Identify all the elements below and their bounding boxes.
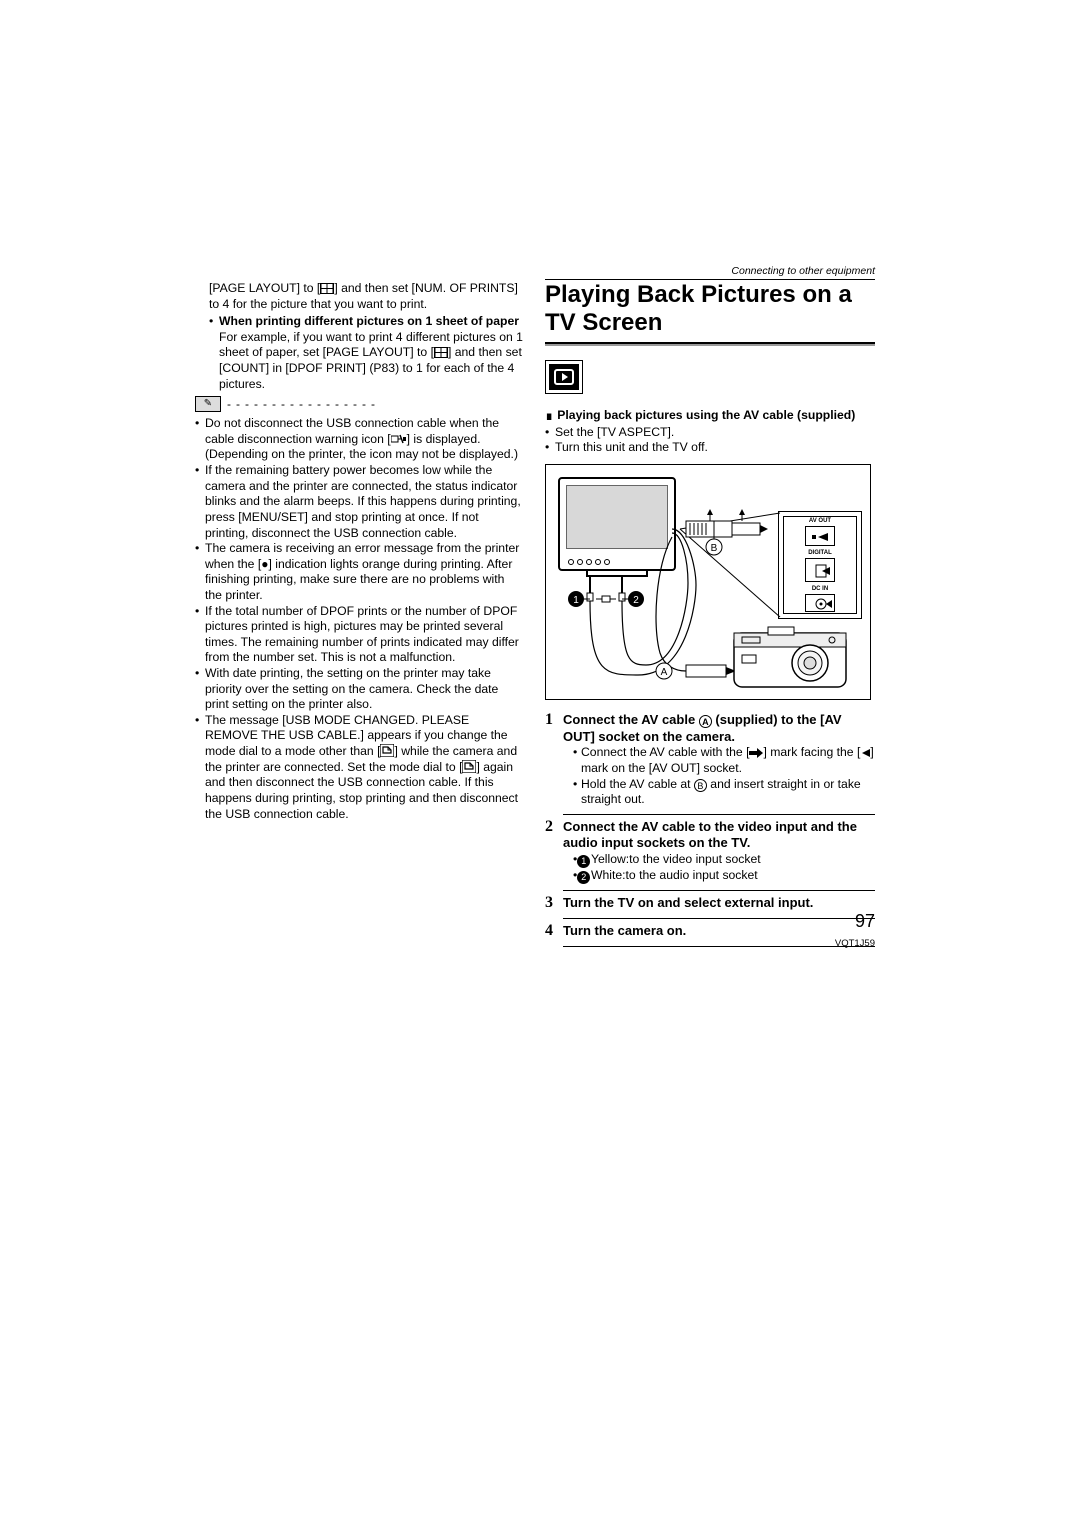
note-item: • If the total number of DPOF prints or … xyxy=(195,604,523,666)
marker-2-icon: 2 xyxy=(577,871,590,884)
camera-ports-panel: AV OUT DIGITAL DC IN xyxy=(778,511,862,619)
step-2: 2 Connect the AV cable to the video inpu… xyxy=(545,819,875,884)
document-id: VQT1J59 xyxy=(835,938,875,950)
bullet-dot-icon: • xyxy=(573,745,581,776)
text: Turn this unit and the TV off. xyxy=(555,440,875,456)
section-header: Connecting to other equipment xyxy=(545,265,875,280)
text: Hold the AV cable at xyxy=(581,777,694,791)
step-number: 3 xyxy=(545,895,563,912)
step-separator xyxy=(563,890,875,891)
marker-a-icon: A xyxy=(699,715,712,728)
camera-illustration xyxy=(732,625,850,691)
step-heading: Connect the AV cable xyxy=(563,712,699,727)
connection-diagram: A B 1 2 AV OUT xyxy=(545,464,871,700)
manual-page: Connecting to other equipment [PAGE LAYO… xyxy=(195,265,885,1265)
grid-4-icon xyxy=(320,283,334,294)
text: Yellow:to the video input socket xyxy=(591,852,875,868)
arrow-right-icon xyxy=(749,748,763,758)
step-3: 3 Turn the TV on and select external inp… xyxy=(545,895,875,912)
text: If the total number of DPOF prints or th… xyxy=(205,604,523,666)
step-4: 4 Turn the camera on. xyxy=(545,923,875,940)
bullet-dot-icon: • xyxy=(195,463,205,541)
playback-icon xyxy=(554,369,574,385)
subsection-heading: Playing back pictures using the AV cable… xyxy=(557,408,855,425)
arrow-left-icon xyxy=(860,748,870,758)
step-heading: Turn the camera on. xyxy=(563,923,686,938)
port-label: AV OUT xyxy=(779,518,861,524)
page-number: 97 xyxy=(855,910,875,933)
bullet-dot-icon: • xyxy=(545,425,555,441)
sub-bullet: • Hold the AV cable at B and insert stra… xyxy=(563,777,875,808)
step-separator xyxy=(563,946,875,947)
cable-warning-icon xyxy=(391,433,407,445)
sub-bullet: •1 Yellow:to the video input socket xyxy=(563,852,875,868)
sub-bullet: •2 White:to the audio input socket xyxy=(563,868,875,884)
svg-text:1: 1 xyxy=(573,595,579,606)
page-title: Playing Back Pictures on a TV Screen xyxy=(545,281,875,342)
filled-circle-icon: ● xyxy=(261,557,268,571)
note-item: • The message [USB MODE CHANGED. PLEASE … xyxy=(195,713,523,822)
bullet-dot-icon: • xyxy=(195,541,205,603)
playback-mode-badge xyxy=(545,360,583,394)
text: Set the [TV ASPECT]. xyxy=(555,425,875,441)
text: If the remaining battery power becomes l… xyxy=(205,463,523,541)
bullet-dot-icon: • xyxy=(545,440,555,456)
text: Connect the AV cable with the [ xyxy=(581,745,749,759)
note-item: • With date printing, the setting on the… xyxy=(195,666,523,713)
port-label: DC IN xyxy=(779,586,861,592)
bullet-dot-icon: • xyxy=(195,713,205,822)
svg-text:2: 2 xyxy=(633,595,639,606)
step-number: 2 xyxy=(545,819,563,884)
grid-4-icon xyxy=(434,347,448,358)
left-column: [PAGE LAYOUT] to [] and then set [NUM. O… xyxy=(195,281,523,822)
step-number: 1 xyxy=(545,712,563,808)
sub-bullet: • Connect the AV cable with the [ ] mark … xyxy=(563,745,875,776)
bullet-dot-icon: • xyxy=(573,777,581,808)
marker-b-icon: B xyxy=(694,779,707,792)
bullet-dot-icon: • xyxy=(195,666,205,713)
square-bullet-icon: ∎ xyxy=(545,408,553,425)
right-column: Playing Back Pictures on a TV Screen ∎ P… xyxy=(545,281,875,951)
text: White:to the audio input socket xyxy=(591,868,875,884)
marker-1-icon: 1 xyxy=(577,855,590,868)
note-item: • The camera is receiving an error messa… xyxy=(195,541,523,603)
bullet-heading: When printing different pictures on 1 sh… xyxy=(219,314,523,330)
svg-text:A: A xyxy=(661,667,668,678)
text: ] mark facing the [ xyxy=(763,745,860,759)
step-separator xyxy=(563,814,875,815)
note-item: • Do not disconnect the USB connection c… xyxy=(195,416,523,463)
step-heading: Turn the TV on and select external input… xyxy=(563,895,813,910)
note-icon: ✎ xyxy=(195,396,221,412)
step-heading: Connect the AV cable to the video input … xyxy=(563,819,875,852)
bullet-dot-icon: • xyxy=(195,604,205,666)
bullet-dot-icon: • xyxy=(195,416,205,463)
print-mode-icon xyxy=(462,760,476,773)
text: With date printing, the setting on the p… xyxy=(205,666,523,713)
note-item: • If the remaining battery power becomes… xyxy=(195,463,523,541)
dash-rule: ----------------- xyxy=(227,397,380,412)
title-rule xyxy=(545,342,875,346)
print-mode-icon xyxy=(380,744,394,757)
paragraph: [PAGE LAYOUT] to [] and then set [NUM. O… xyxy=(195,281,523,312)
step-1: 1 Connect the AV cable A (supplied) to t… xyxy=(545,712,875,808)
port-label: DIGITAL xyxy=(779,550,861,556)
note-divider: ✎ ----------------- xyxy=(195,396,523,412)
bullet-dot-icon: • xyxy=(209,314,219,392)
bullet-item: • When printing different pictures on 1 … xyxy=(195,314,523,392)
step-number: 4 xyxy=(545,923,563,940)
subsection: ∎ Playing back pictures using the AV cab… xyxy=(545,408,875,456)
svg-text:B: B xyxy=(711,543,718,554)
text: [PAGE LAYOUT] to [ xyxy=(209,281,320,295)
step-separator xyxy=(563,918,875,919)
